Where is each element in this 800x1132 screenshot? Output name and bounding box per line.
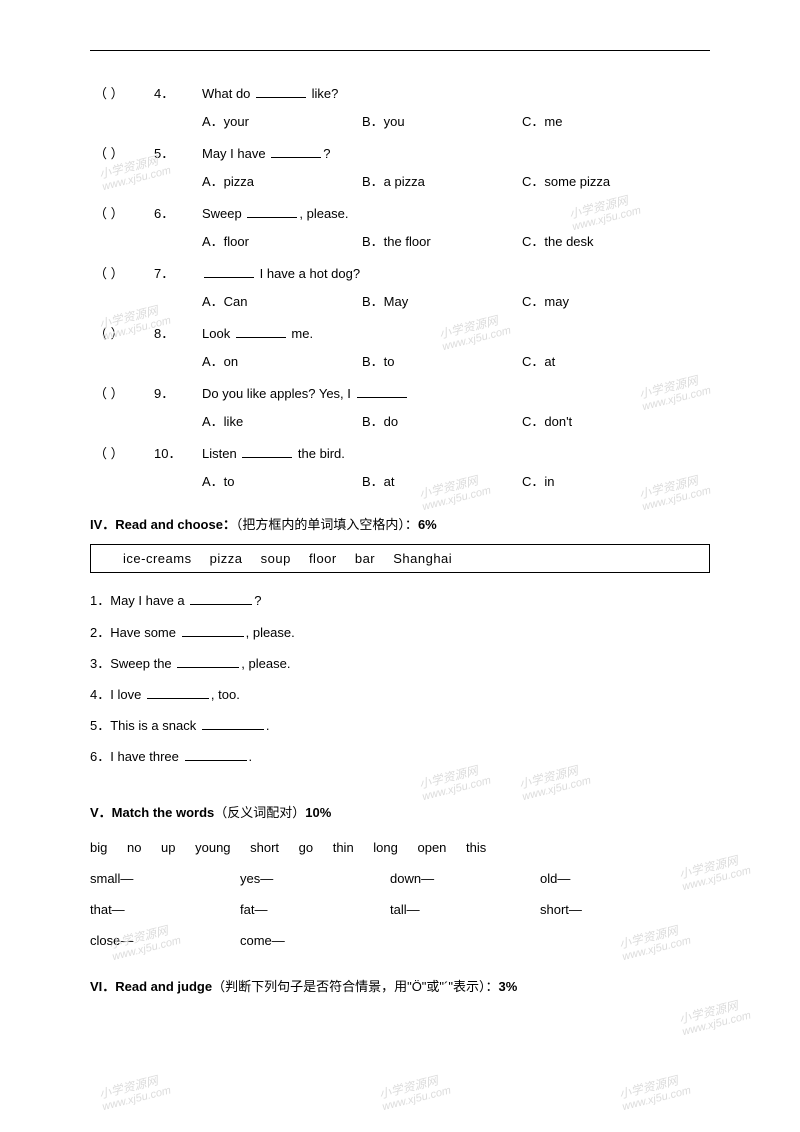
option-b: B．to [362,349,522,375]
mc-question: （ ） 7． I have a hot dog? A．Can B．May C．m… [90,261,710,315]
question-stem: May I have ? [202,141,710,167]
section-vi-head: VI．Read and judge（判断下列句子是否符合情景，用"Ö"或"´"表… [90,975,710,998]
match-row: that— fat— tall— short— [90,894,710,925]
question-stem: Look me. [202,321,710,347]
question-stem: Listen the bird. [202,441,710,467]
question-number: 9． [154,381,202,407]
fill-line: 1．May I have a ? [90,585,710,616]
option-c: C．may [522,289,682,315]
antonym-word-list: big no up young short go thin long open … [90,832,710,863]
watermark: 小学资源网www.xj5u.com [678,997,752,1039]
match-cell[interactable]: short— [540,894,690,925]
question-stem: I have a hot dog? [202,261,710,287]
answer-blank[interactable] [147,686,209,699]
mc-question: （ ） 6． Sweep , please. A．floor B．the flo… [90,201,710,255]
watermark: 小学资源网www.xj5u.com [618,1072,692,1114]
section-v-head: V．Match the words（反义词配对）10% [90,801,710,824]
match-row: small— yes— down— old— [90,863,710,894]
header-rule [90,50,710,51]
question-number: 5． [154,141,202,167]
option-b: B．do [362,409,522,435]
option-b: B．the floor [362,229,522,255]
match-cell[interactable]: fat— [240,894,390,925]
answer-blank[interactable] [182,624,244,637]
answer-paren[interactable]: （ ） [90,141,154,167]
option-a: A．pizza [202,169,362,195]
mc-question: （ ） 8． Look me. A．on B．to C．at [90,321,710,375]
match-cell[interactable]: small— [90,863,240,894]
option-b: B．May [362,289,522,315]
answer-blank[interactable] [202,717,264,730]
option-b: B．you [362,109,522,135]
answer-paren[interactable]: （ ） [90,441,154,467]
match-cell[interactable]: tall— [390,894,540,925]
option-c: C．the desk [522,229,682,255]
mc-question: （ ） 10． Listen the bird. A．to B．at C．in [90,441,710,495]
fill-line: 2．Have some , please. [90,617,710,648]
match-cell[interactable]: that— [90,894,240,925]
word-bank-box: ice-creams pizza soup floor bar Shanghai [90,544,710,573]
option-c: C．me [522,109,682,135]
fill-line: 5．This is a snack . [90,710,710,741]
mc-question: （ ） 4． What do like? A．your B．you C．me [90,81,710,135]
answer-paren[interactable]: （ ） [90,381,154,407]
match-cell[interactable]: yes— [240,863,390,894]
match-cell[interactable]: close— [90,925,240,956]
watermark: 小学资源网www.xj5u.com [98,1072,172,1114]
question-number: 4． [154,81,202,107]
section-iv-head: IV．Read and choose：（把方框内的单词填入空格内）：6% [90,513,710,536]
question-number: 6． [154,201,202,227]
answer-blank[interactable] [190,593,252,606]
option-b: B．at [362,469,522,495]
option-a: A．Can [202,289,362,315]
question-number: 8． [154,321,202,347]
answer-paren[interactable]: （ ） [90,201,154,227]
question-number: 7． [154,261,202,287]
worksheet-page: 小学资源网www.xj5u.com 小学资源网www.xj5u.com 小学资源… [0,0,800,1066]
mc-question: （ ） 5． May I have ? A．pizza B．a pizza C．… [90,141,710,195]
option-c: C．don't [522,409,682,435]
option-c: C．some pizza [522,169,682,195]
question-stem: Sweep , please. [202,201,710,227]
answer-blank[interactable] [177,655,239,668]
answer-paren[interactable]: （ ） [90,81,154,107]
option-a: A．your [202,109,362,135]
match-cell[interactable]: old— [540,863,690,894]
fill-line: 6．I have three . [90,741,710,772]
option-b: B．a pizza [362,169,522,195]
option-c: C．in [522,469,682,495]
fill-line: 4．I love , too. [90,679,710,710]
answer-blank[interactable] [185,749,247,762]
question-stem: Do you like apples? Yes, I [202,381,710,407]
option-a: A．floor [202,229,362,255]
option-c: C．at [522,349,682,375]
fill-line: 3．Sweep the , please. [90,648,710,679]
question-stem: What do like? [202,81,710,107]
answer-paren[interactable]: （ ） [90,261,154,287]
option-a: A．on [202,349,362,375]
match-cell [540,925,690,956]
match-cell [390,925,540,956]
match-row: close— come— [90,925,710,956]
watermark: 小学资源网www.xj5u.com [378,1072,452,1114]
option-a: A．to [202,469,362,495]
answer-paren[interactable]: （ ） [90,321,154,347]
question-number: 10． [154,441,202,467]
option-a: A．like [202,409,362,435]
section-mc: （ ） 4． What do like? A．your B．you C．me （… [90,81,710,495]
mc-question: （ ） 9． Do you like apples? Yes, I A．like… [90,381,710,435]
match-cell[interactable]: come— [240,925,390,956]
match-cell[interactable]: down— [390,863,540,894]
